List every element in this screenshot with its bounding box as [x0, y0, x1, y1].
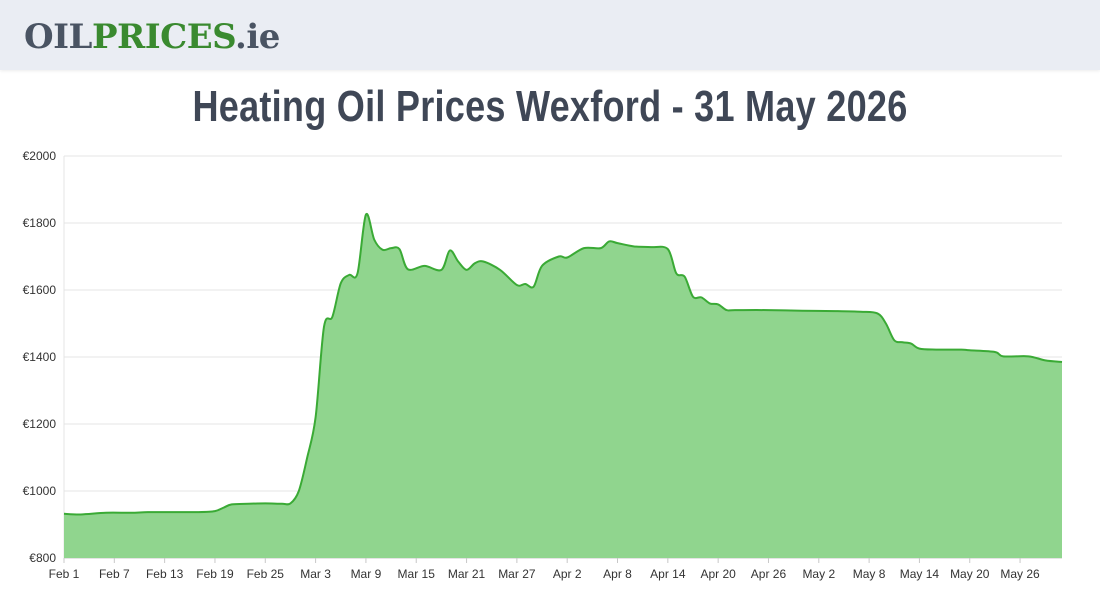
x-tick-label: May 26	[1000, 567, 1040, 581]
x-tick-label: Feb 19	[196, 567, 234, 581]
x-tick-label: Feb 13	[146, 567, 184, 581]
y-tick-label: €1200	[23, 417, 57, 431]
y-tick-label: €1600	[23, 283, 57, 297]
x-tick-label: Mar 15	[398, 567, 436, 581]
logo-text-oil: OIL	[24, 17, 92, 57]
site-logo[interactable]: OILPRICES.ie	[24, 18, 280, 56]
series-area	[64, 213, 1062, 559]
x-tick-label: Feb 25	[247, 567, 285, 581]
x-tick-label: Apr 26	[751, 567, 787, 581]
x-tick-label: May 8	[853, 567, 886, 581]
price-chart: €800 €1000 €1200 €1400 €1600 €1800 €2000 Feb 1 F…	[23, 149, 1063, 581]
x-tick-label: May 14	[900, 567, 940, 581]
logo-text-ie: .ie	[234, 17, 280, 57]
x-tick-label: May 2	[802, 567, 835, 581]
logo-text-prices: PRICES	[91, 17, 236, 57]
y-tick-label: €2000	[23, 149, 57, 163]
x-tick-label: Mar 21	[448, 567, 486, 581]
y-tick-label: €1800	[23, 216, 57, 230]
x-tick-label: Apr 2	[553, 567, 582, 581]
x-tick-label: Apr 20	[700, 567, 736, 581]
x-tick-label: Apr 8	[603, 567, 632, 581]
x-tick-label: Apr 14	[650, 567, 686, 581]
page-title: Heating Oil Prices Wexford - 31 May 2026	[192, 82, 908, 131]
y-tick-label: €800	[29, 551, 56, 565]
x-tick-label: Mar 27	[498, 567, 536, 581]
x-tick-label: Feb 7	[99, 567, 130, 581]
y-tick-label: €1000	[23, 484, 57, 498]
x-tick-label: Mar 3	[300, 567, 331, 581]
x-tick-label: Feb 1	[49, 567, 80, 581]
x-tick-label: Mar 9	[351, 567, 382, 581]
site-header: OILPRICES.ie	[0, 0, 1100, 70]
y-tick-label: €1400	[23, 350, 57, 364]
x-tick-label: May 20	[950, 567, 990, 581]
series-line	[63, 212, 1063, 516]
